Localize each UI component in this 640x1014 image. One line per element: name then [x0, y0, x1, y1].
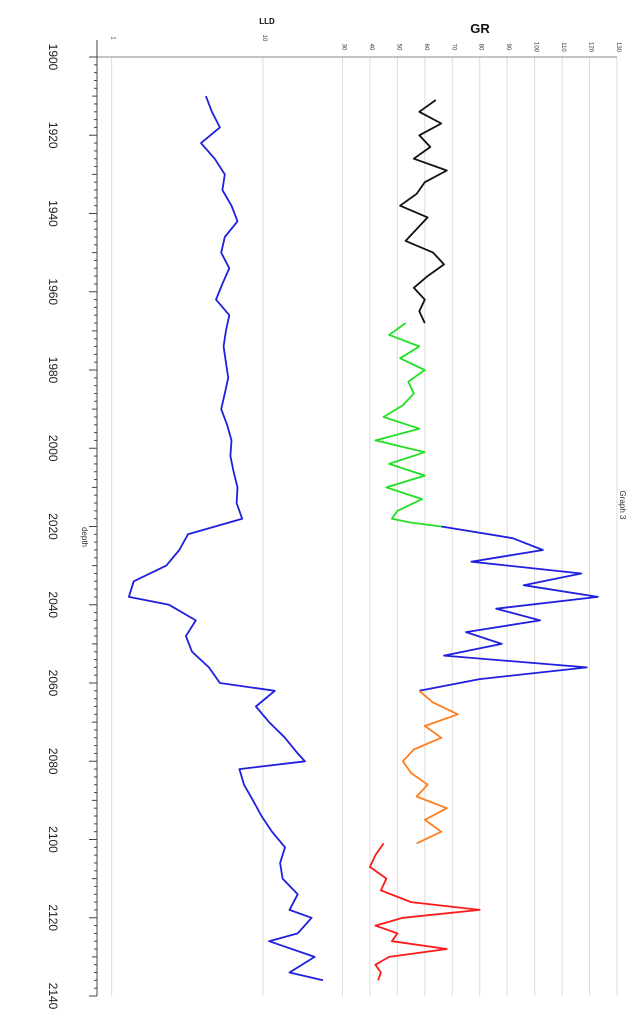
depth-tick-label: 2040: [46, 591, 60, 618]
lld-tick-label: 10: [261, 35, 267, 42]
lld-tick-label: 1: [110, 36, 116, 40]
gr-tick-label: 70: [450, 44, 456, 51]
depth-tick-label: 1920: [46, 122, 60, 149]
depth-tick-label: 2140: [46, 983, 60, 1009]
gr-tick-label: 90: [505, 44, 511, 51]
gr-tick-label: 50: [395, 44, 401, 51]
depth-tick-label: 2120: [46, 904, 60, 931]
depth-tick-label: 1940: [46, 200, 60, 227]
gr-tick-label: 120: [588, 42, 594, 53]
depth-tick-label: 2060: [46, 670, 60, 697]
gr-series-line: [399, 99, 448, 324]
gr-tick-label: 100: [533, 42, 539, 53]
depth-tick-label: 1960: [46, 278, 60, 305]
gr-tick-label: 110: [560, 42, 566, 52]
gr-tick-label: 60: [423, 44, 429, 51]
depth-tick-label: 1980: [46, 357, 60, 384]
depth-tick-label: 1900: [46, 44, 60, 71]
gr-axis-label: GR: [470, 21, 490, 36]
gr-series-line: [401, 690, 459, 845]
gr-tick-label: 30: [340, 44, 346, 51]
depth-tick-label: 2020: [46, 513, 60, 540]
gr-tick-label: 130: [615, 42, 621, 53]
depth-tick-label: 2080: [46, 748, 60, 775]
gr-series-line: [419, 525, 599, 692]
chart-title: Graph 3: [618, 491, 627, 520]
gr-tick-label: 40: [368, 44, 374, 51]
depth-tick-label: 2000: [46, 435, 60, 462]
depth-axis-label: depth: [80, 527, 89, 547]
lld-axis-label: LLD: [259, 17, 275, 26]
lld-series-line: [127, 95, 324, 982]
gr-series-line: [368, 842, 481, 981]
depth-tick-label: 2100: [46, 826, 60, 853]
gr-tick-label: 80: [478, 44, 484, 51]
gr-series-line: [374, 322, 442, 528]
